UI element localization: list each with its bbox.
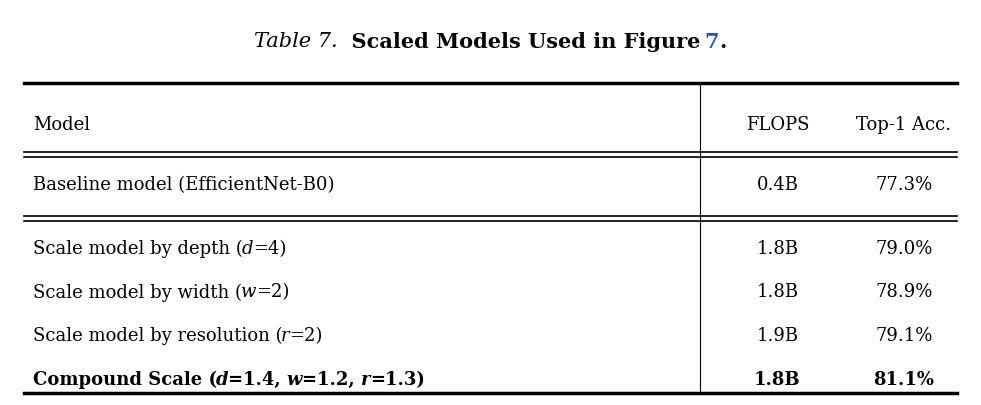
- Text: =1.3): =1.3): [370, 370, 425, 388]
- Text: r: r: [361, 370, 370, 388]
- Text: 1.8B: 1.8B: [756, 239, 799, 257]
- Text: Top-1 Acc.: Top-1 Acc.: [856, 116, 952, 134]
- Text: 79.0%: 79.0%: [875, 239, 933, 257]
- Text: 7: 7: [705, 32, 719, 52]
- Text: r: r: [281, 326, 289, 344]
- Text: 0.4B: 0.4B: [756, 176, 799, 194]
- Text: FLOPS: FLOPS: [746, 116, 809, 134]
- Text: Table 7.: Table 7.: [254, 32, 338, 51]
- Text: Scale model by resolution (: Scale model by resolution (: [33, 326, 283, 345]
- Text: 79.1%: 79.1%: [875, 326, 933, 344]
- Text: Compound Scale (: Compound Scale (: [33, 370, 218, 388]
- Text: 81.1%: 81.1%: [873, 370, 934, 388]
- Text: Baseline model (EfficientNet-B0): Baseline model (EfficientNet-B0): [33, 176, 335, 194]
- Text: 1.8B: 1.8B: [756, 283, 799, 301]
- Text: w: w: [240, 283, 256, 301]
- Text: =1.2,: =1.2,: [302, 370, 361, 388]
- Text: 1.9B: 1.9B: [756, 326, 799, 344]
- Text: d: d: [241, 239, 253, 257]
- Text: =1.4,: =1.4,: [229, 370, 287, 388]
- Text: 77.3%: 77.3%: [875, 176, 933, 194]
- Text: 78.9%: 78.9%: [875, 283, 933, 301]
- Text: Scaled Models Used in Figure: Scaled Models Used in Figure: [337, 32, 708, 52]
- Text: Scale model by width (: Scale model by width (: [33, 283, 242, 301]
- Text: w: w: [286, 370, 302, 388]
- Text: =4): =4): [253, 239, 286, 257]
- Text: d: d: [216, 370, 229, 388]
- Text: Scale model by depth (: Scale model by depth (: [33, 239, 243, 257]
- Text: .: .: [719, 32, 727, 52]
- Text: =2): =2): [289, 326, 323, 344]
- Text: Model: Model: [33, 116, 90, 134]
- Text: 1.8B: 1.8B: [754, 370, 800, 388]
- Text: =2): =2): [256, 283, 289, 301]
